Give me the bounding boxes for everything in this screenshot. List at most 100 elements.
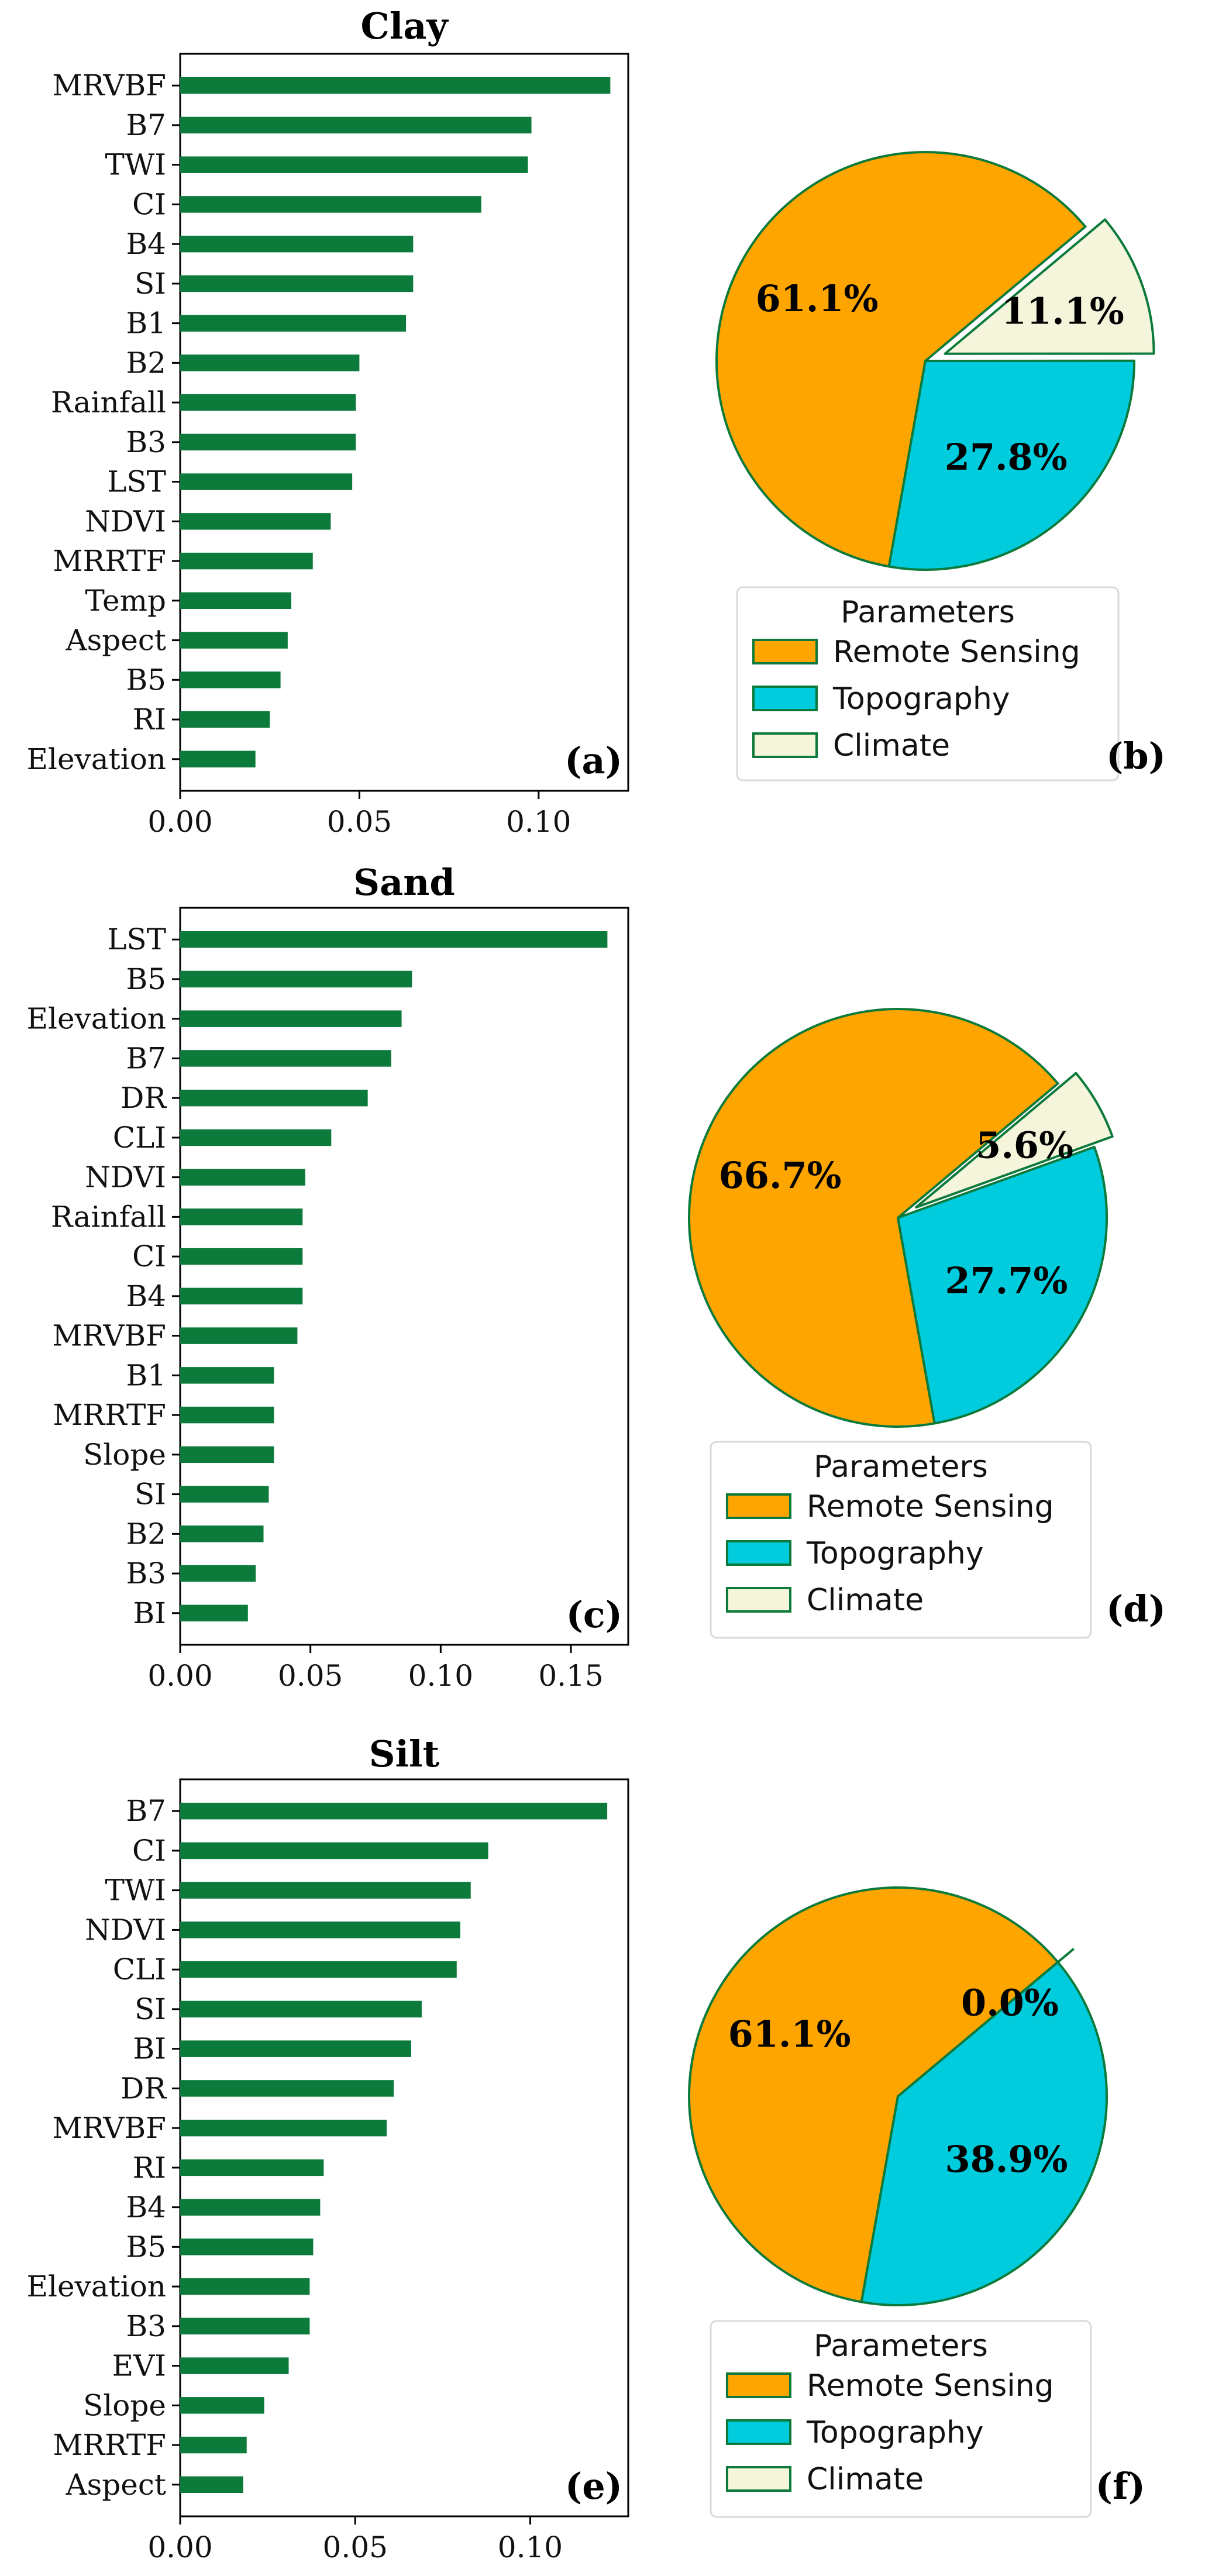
bar-b4 bbox=[180, 235, 414, 253]
x-tick-label: 0.10 bbox=[408, 1659, 473, 1693]
bar-ndvi bbox=[180, 1169, 305, 1186]
bar-dr bbox=[180, 2080, 394, 2097]
pie-value-label: 27.8% bbox=[945, 436, 1068, 478]
panel-label: (c) bbox=[566, 1593, 622, 1636]
x-tick-label: 0.05 bbox=[278, 1659, 343, 1693]
legend-swatch-climate bbox=[752, 732, 818, 758]
y-tick-label: RI bbox=[133, 2151, 166, 2185]
bar-lst bbox=[180, 473, 353, 490]
bar-slope bbox=[180, 2397, 264, 2414]
bar-aspect bbox=[180, 2476, 243, 2494]
x-tick-label: 0.00 bbox=[147, 2530, 212, 2564]
chart-title: Sand bbox=[353, 861, 455, 904]
bar-rainfall bbox=[180, 394, 356, 411]
bar-dr bbox=[180, 1089, 368, 1107]
y-tick-label: SI bbox=[135, 1478, 166, 1511]
pie-value-label: 61.1% bbox=[756, 277, 879, 320]
y-tick-label: NDVI bbox=[85, 1913, 166, 1947]
y-tick-label: NDVI bbox=[85, 504, 166, 538]
y-tick-label: CLI bbox=[113, 1952, 166, 1986]
pie-slice-topography bbox=[897, 1145, 1108, 1425]
bar-ndvi bbox=[180, 513, 331, 530]
y-tick-label: Temp bbox=[85, 584, 166, 618]
x-tick-label: 0.00 bbox=[147, 805, 212, 839]
legend-swatch-climate bbox=[726, 2466, 791, 2492]
bar-lst bbox=[180, 931, 608, 948]
legend-swatch-climate bbox=[726, 1587, 791, 1613]
legend-label-topography: Topography bbox=[832, 681, 1010, 717]
y-tick-label: CI bbox=[132, 187, 166, 221]
y-tick-label: CI bbox=[132, 1834, 166, 1868]
bar-cli bbox=[180, 1961, 457, 1978]
legend-swatch-remote-sensing bbox=[726, 1493, 791, 1519]
legend-label-climate: Climate bbox=[833, 728, 950, 763]
legend-swatch-topography bbox=[726, 2419, 791, 2445]
legend: Parameters Remote Sensing Topography Climat… bbox=[710, 1441, 1092, 1639]
bar-temp bbox=[180, 592, 291, 609]
bar-slope bbox=[180, 1446, 274, 1463]
bar-bi bbox=[180, 2040, 411, 2057]
legend-box bbox=[736, 586, 1120, 781]
bar-elevation bbox=[180, 750, 256, 768]
bar-b3 bbox=[180, 1565, 256, 1582]
y-tick-label: TWI bbox=[105, 148, 167, 182]
y-tick-label: B7 bbox=[126, 1041, 166, 1075]
axes-frame bbox=[179, 53, 629, 792]
y-tick-label: RI bbox=[133, 702, 166, 736]
pie-value-label: 27.7% bbox=[945, 1259, 1068, 1302]
y-tick-label: B7 bbox=[126, 1794, 166, 1828]
pie-slice-topography bbox=[860, 1961, 1108, 2306]
bar-si bbox=[180, 1486, 269, 1503]
pie-slice-remote-sensing bbox=[688, 1008, 1059, 1428]
x-tick-label: 0.05 bbox=[327, 805, 392, 839]
pie-value-label: 0.0% bbox=[961, 1981, 1059, 2024]
pie-slice-remote-sensing bbox=[715, 151, 1087, 568]
y-tick-label: SI bbox=[135, 267, 166, 301]
bar-ci bbox=[180, 1248, 303, 1265]
x-tick-label: 0.15 bbox=[538, 1659, 603, 1693]
y-tick-label: Rainfall bbox=[51, 385, 166, 419]
y-tick-label: B3 bbox=[126, 2309, 166, 2343]
legend-swatch-remote-sensing bbox=[726, 2372, 791, 2398]
y-tick-label: CI bbox=[132, 1239, 166, 1273]
y-tick-label: B4 bbox=[126, 2191, 166, 2224]
pie-value-label: 61.1% bbox=[728, 2013, 851, 2055]
legend-title: Parameters bbox=[814, 2329, 988, 2364]
bar-evi bbox=[180, 2357, 289, 2374]
legend-swatch-topography bbox=[726, 1540, 791, 1566]
panel-label: (a) bbox=[564, 739, 622, 782]
y-tick-label: Aspect bbox=[66, 2468, 166, 2502]
y-tick-label: B5 bbox=[126, 2230, 166, 2264]
y-tick-label: NDVI bbox=[85, 1160, 166, 1194]
y-tick-label: Slope bbox=[83, 1438, 166, 1472]
pie-slice-climate bbox=[914, 1072, 1114, 1209]
pie-slice-climate bbox=[944, 218, 1155, 355]
bar-rainfall bbox=[180, 1208, 303, 1225]
y-tick-label: MRRTF bbox=[53, 1398, 166, 1432]
bar-b1 bbox=[180, 1367, 274, 1384]
bar-b3 bbox=[180, 2317, 310, 2335]
legend-label-climate: Climate bbox=[807, 2462, 924, 2497]
y-tick-label: B5 bbox=[126, 663, 166, 697]
pie-panel-b: 61.1% 27.8% 11.1% Parameters Remote Sensing T… bbox=[715, 151, 1166, 781]
bar-b2 bbox=[180, 1525, 264, 1542]
bar-elevation bbox=[180, 2278, 310, 2295]
legend: Parameters Remote Sensing Topography Climat… bbox=[710, 2320, 1092, 2518]
panel-label: (d) bbox=[1106, 1587, 1166, 1630]
y-tick-label: B2 bbox=[126, 346, 166, 380]
pie-value-label: 66.7% bbox=[719, 1154, 842, 1197]
legend-box bbox=[710, 2320, 1092, 2518]
bar-mrvbf bbox=[180, 77, 611, 94]
bar-panel-a: Clay MRVBF B7 TWI CI B4 SI B1 B2 Rainfall B3 LST NDV… bbox=[26, 5, 629, 839]
pie-panel-d: 66.7% 27.7% 5.6% Parameters Remote Sensing To… bbox=[688, 1008, 1166, 1639]
x-tick-label: 0.00 bbox=[147, 1659, 212, 1693]
y-tick-label: DR bbox=[120, 2071, 167, 2105]
bar-twi bbox=[180, 1882, 471, 1899]
bar-aspect bbox=[180, 632, 288, 649]
bar-b5 bbox=[180, 671, 281, 688]
y-tick-label: DR bbox=[120, 1081, 167, 1115]
bar-b7 bbox=[180, 1050, 391, 1067]
y-tick-label: EVI bbox=[112, 2349, 166, 2383]
bar-ri bbox=[180, 711, 270, 728]
bar-b2 bbox=[180, 354, 360, 371]
